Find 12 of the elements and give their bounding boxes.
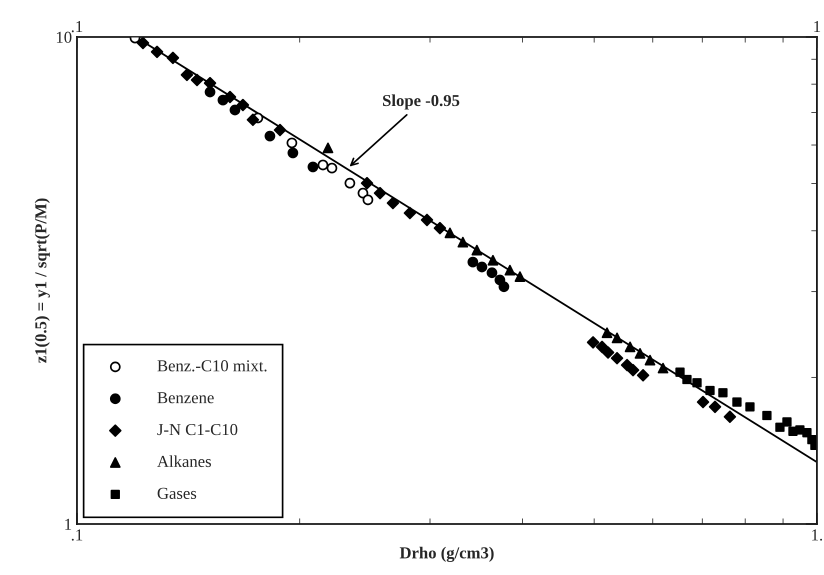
y-tick-label: 10 xyxy=(56,32,72,43)
legend-label: J-N C1-C10 xyxy=(157,424,238,436)
annotation: Slope -0.95 xyxy=(383,94,460,110)
legend-label: Benzene xyxy=(157,392,214,404)
legend-label: Gases xyxy=(158,488,196,499)
x2-tick-label: .1 xyxy=(72,21,82,32)
legend-label: Benz.-C10 mixt. xyxy=(157,360,266,372)
x-tick-label: 1. xyxy=(812,529,822,541)
x2-tick-label: 1 xyxy=(814,21,820,32)
legend-label: Alkanes xyxy=(157,455,211,468)
y-axis-title: z1(0.5) = y1 / sqrt(P/M) xyxy=(34,198,50,363)
x-axis-title: Drho (g/cm3) xyxy=(400,546,494,562)
